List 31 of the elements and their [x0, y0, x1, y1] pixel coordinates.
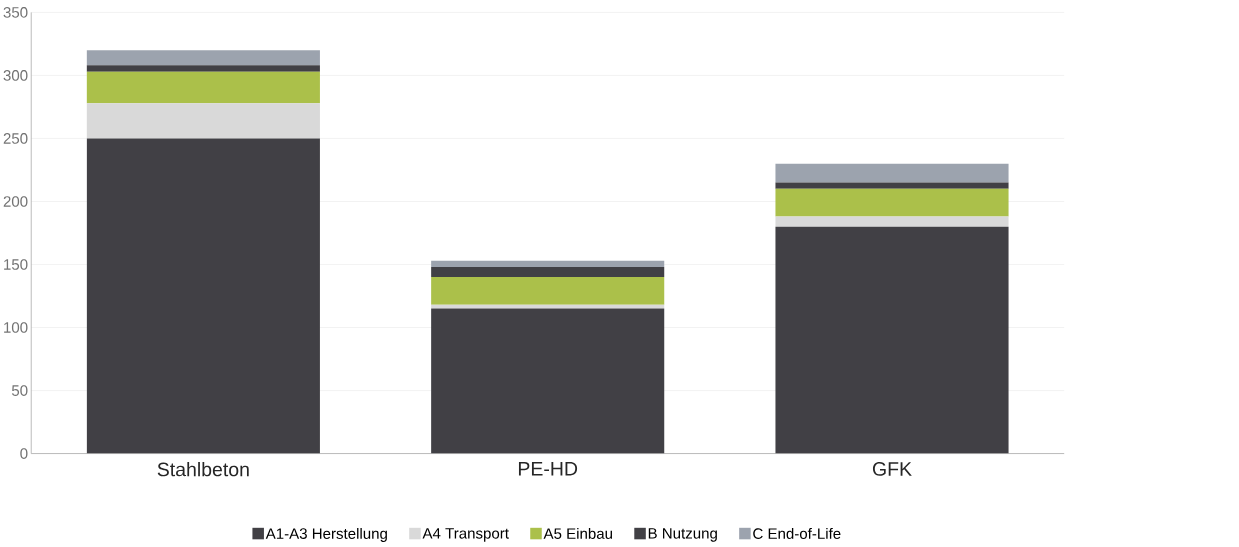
x-tick-label: PE-HD — [518, 462, 578, 476]
bar — [431, 277, 665, 306]
bar — [775, 216, 1009, 227]
legend-label: C End-of-Life — [753, 528, 841, 540]
bar — [431, 267, 665, 278]
x-tick-label: Stahlbeton — [157, 462, 249, 477]
bar — [86, 138, 320, 454]
y-tick-label: 50 — [11, 385, 28, 397]
y-tick-label: 150 — [4, 259, 28, 271]
bar — [86, 50, 320, 66]
bar — [775, 226, 1009, 454]
y-tick-label: 350 — [3, 7, 28, 18]
legend-label: A5 Einbau — [543, 528, 612, 540]
y-tick-label: 100 — [4, 322, 28, 334]
y-tick-label: 300 — [3, 70, 28, 81]
bar — [775, 163, 1009, 183]
legend-label: A1-A3 Herstellung — [265, 528, 387, 543]
y-tick-label: 200 — [3, 196, 28, 208]
bar — [431, 305, 665, 309]
y-tick-label: 0 — [20, 448, 28, 460]
bar — [775, 189, 1009, 217]
legend-label: B Nutzung — [648, 528, 717, 542]
y-tick-label: 250 — [3, 133, 28, 144]
bar — [431, 260, 665, 268]
bar — [431, 308, 665, 454]
bar — [775, 182, 1009, 190]
legend-label: A4 Transport — [422, 528, 509, 542]
bar — [86, 71, 320, 104]
x-tick-label: GFK — [872, 462, 912, 477]
bar — [86, 65, 320, 72]
bar — [86, 103, 320, 139]
